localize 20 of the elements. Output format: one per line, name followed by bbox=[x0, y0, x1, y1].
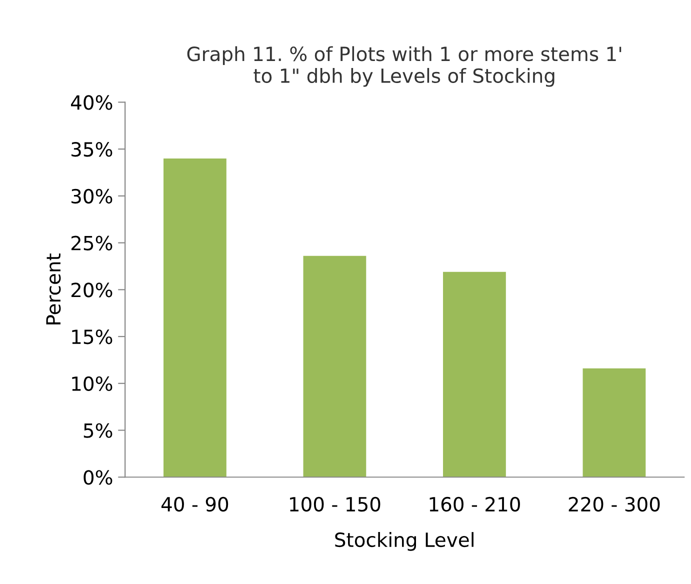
x-tick-label: 220 - 300 bbox=[568, 496, 660, 512]
y-tick-label: 15% bbox=[72, 329, 112, 344]
bar bbox=[443, 272, 506, 478]
y-tick-label: 25% bbox=[71, 236, 112, 250]
bar bbox=[303, 256, 366, 478]
y-tick-label: 35% bbox=[72, 142, 112, 157]
y-axis-title: Percent bbox=[46, 254, 61, 324]
bar bbox=[582, 368, 646, 478]
x-tick-label: 100 - 150 bbox=[290, 496, 380, 512]
y-tick-label: 30% bbox=[72, 188, 112, 204]
y-tick-label: 20% bbox=[71, 282, 112, 298]
bar bbox=[164, 158, 226, 478]
y-tick-label: 0% bbox=[84, 470, 112, 485]
y-tick-label: 5% bbox=[84, 423, 112, 438]
x-tick-label: 40 - 90 bbox=[161, 496, 228, 512]
x-tick-label: 160 - 210 bbox=[430, 496, 520, 512]
chart-title: Graph 11. % of Plots with 1 or more stems 1' to 1" dbh by Levels of Stocking bbox=[187, 46, 622, 87]
y-tick-label: 10% bbox=[72, 376, 112, 392]
y-tick-label: 40% bbox=[71, 95, 112, 110]
x-axis-title: Stocking Level bbox=[335, 532, 474, 551]
